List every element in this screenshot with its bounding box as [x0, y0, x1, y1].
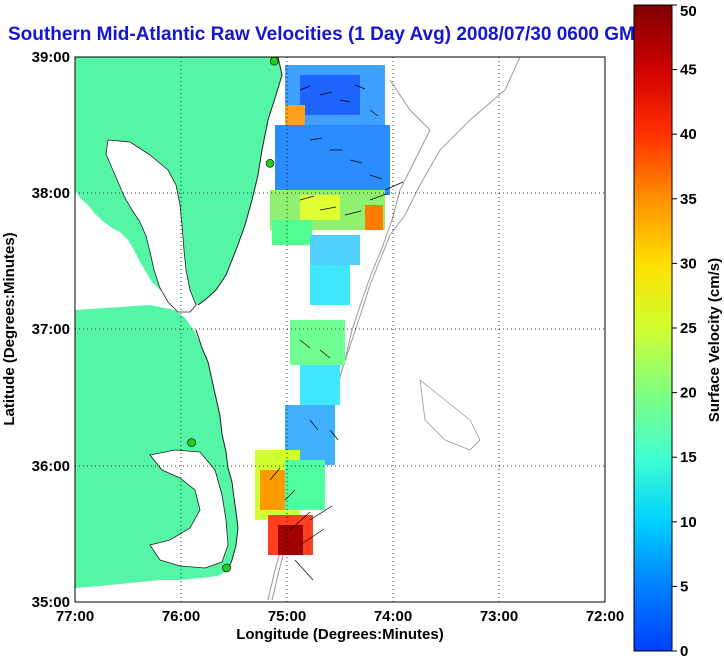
colorbar [633, 4, 673, 652]
x-axis-label: Longitude (Degrees:Minutes) [236, 626, 444, 643]
lat-tick: 38:00 [32, 185, 70, 202]
radar-station-marker [222, 563, 231, 573]
colorbar-tick-label: 5 [680, 578, 688, 595]
colorbar-tick-label: 10 [680, 514, 697, 531]
colorbar-tick-label: 45 [680, 62, 697, 79]
colorbar-tick-label: 40 [680, 126, 697, 143]
lat-tick: 35:00 [32, 594, 70, 611]
radar-station-marker [269, 57, 279, 66]
colorbar-tick-label: 35 [680, 191, 697, 208]
radar-stations [187, 57, 279, 573]
chesapeake-bay [105, 139, 197, 313]
y-axis-label: Latitude (Degrees:Minutes) [1, 232, 18, 425]
colorbar-tick-label: 15 [680, 449, 697, 466]
land-mainland [75, 57, 282, 305]
colorbar-label: Surface Velocity (cm/s) [706, 258, 723, 422]
colorbar-tick-label: 0 [680, 643, 688, 659]
radar-station-marker [187, 438, 196, 447]
grid-lines [75, 57, 605, 602]
coastline [195, 57, 283, 571]
lon-tick: 77:00 [56, 608, 94, 625]
colorbar-tick-label: 25 [680, 320, 697, 337]
map-title: Southern Mid-Atlantic Raw Velocities (1 … [8, 24, 647, 45]
map-plot-area [75, 57, 605, 602]
bathymetry-contour-outer [419, 379, 481, 451]
colorbar-tick-label: 50 [680, 3, 697, 20]
lon-tick: 74:00 [374, 608, 412, 625]
lon-tick: 76:00 [162, 608, 200, 625]
lon-tick: 73:00 [480, 608, 518, 625]
pamlico-sound [149, 449, 229, 569]
velocity-field [255, 65, 390, 555]
lat-tick: 39:00 [32, 49, 70, 66]
lon-tick: 75:00 [268, 608, 306, 625]
velocity-arrows [269, 84, 404, 581]
lon-tick: 72:00 [586, 608, 624, 625]
lat-tick: 37:00 [32, 321, 70, 338]
colorbar-tick-label: 20 [680, 385, 697, 402]
lat-tick: 36:00 [32, 458, 70, 475]
plot-frame [74, 56, 606, 603]
colorbar-tick-label: 30 [680, 255, 697, 272]
lat-tick-labels: 39:00 38:00 37:00 36:00 35:00 [32, 49, 70, 611]
radar-station-marker [265, 158, 275, 168]
lon-tick-labels: 77:00 76:00 75:00 74:00 73:00 72:00 [56, 608, 624, 625]
